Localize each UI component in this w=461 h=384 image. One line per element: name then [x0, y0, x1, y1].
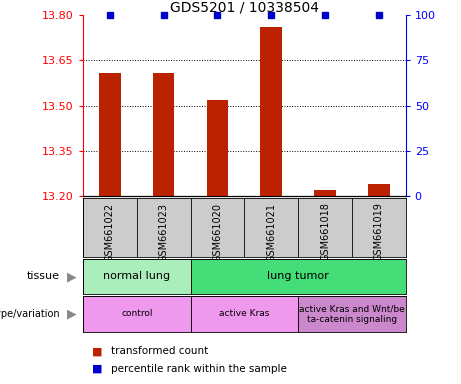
Bar [83, 296, 190, 332]
Text: GSM661019: GSM661019 [374, 202, 384, 262]
Bar [190, 259, 406, 294]
Bar [368, 184, 390, 196]
Text: lung tumor: lung tumor [267, 271, 329, 281]
Bar [153, 73, 174, 196]
Text: genotype/variation: genotype/variation [0, 309, 60, 319]
Text: tissue: tissue [27, 271, 60, 281]
Text: ■: ■ [92, 364, 103, 374]
Text: GSM661023: GSM661023 [159, 202, 169, 262]
Text: transformed count: transformed count [111, 346, 208, 356]
Text: normal lung: normal lung [103, 271, 170, 281]
Bar [99, 73, 121, 196]
Text: GSM661021: GSM661021 [266, 202, 276, 262]
Bar [190, 296, 298, 332]
Bar [83, 259, 190, 294]
Bar [314, 190, 336, 196]
Text: GSM661022: GSM661022 [105, 202, 115, 262]
Text: ■: ■ [92, 346, 103, 356]
Text: active Kras and Wnt/be
ta-catenin signaling: active Kras and Wnt/be ta-catenin signal… [299, 304, 405, 324]
Bar [298, 296, 406, 332]
Text: ▶: ▶ [67, 270, 77, 283]
Bar [260, 27, 282, 196]
Bar [207, 99, 228, 196]
Text: GSM661020: GSM661020 [213, 202, 223, 262]
Text: control: control [121, 310, 153, 318]
Text: percentile rank within the sample: percentile rank within the sample [111, 364, 287, 374]
Text: GSM661018: GSM661018 [320, 202, 330, 262]
Text: active Kras: active Kras [219, 310, 270, 318]
Title: GDS5201 / 10338504: GDS5201 / 10338504 [170, 0, 319, 14]
Text: ▶: ▶ [67, 308, 77, 320]
